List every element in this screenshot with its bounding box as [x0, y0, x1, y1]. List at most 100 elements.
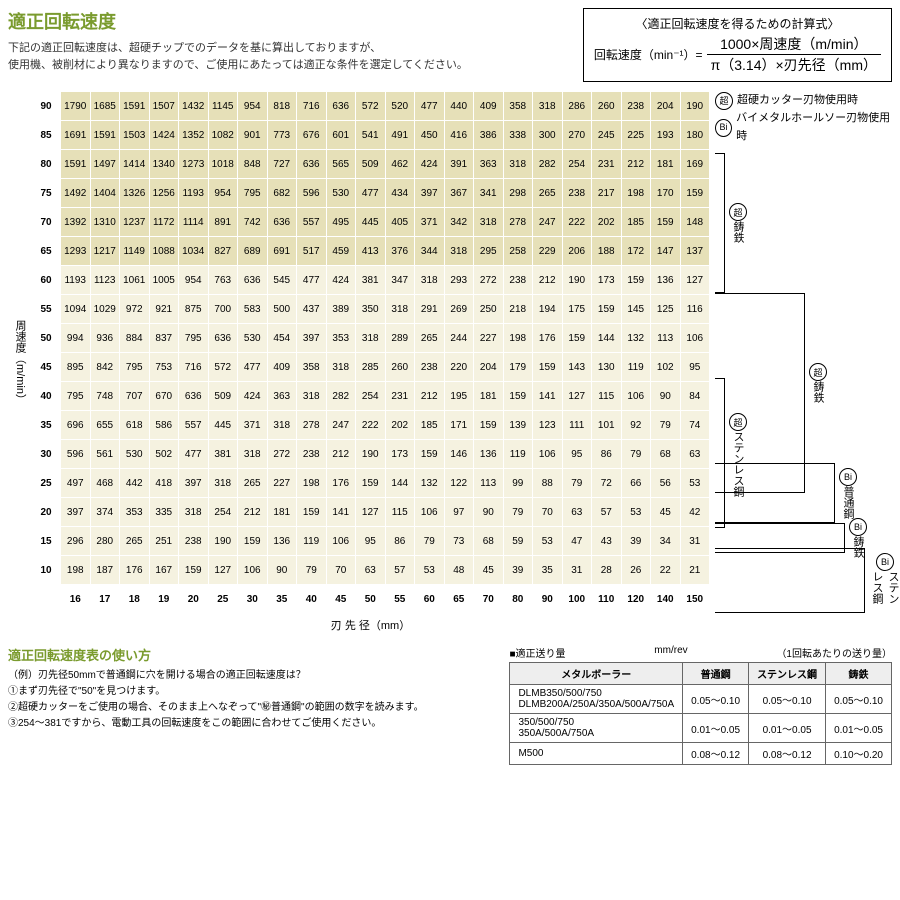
data-cell: 22: [651, 556, 680, 584]
data-cell: 1424: [150, 121, 179, 149]
data-cell: 101: [592, 411, 621, 439]
data-cell: 1088: [150, 237, 179, 265]
data-cell: 954: [179, 266, 208, 294]
data-cell: 53: [415, 556, 444, 584]
data-cell: 670: [150, 382, 179, 410]
data-cell: 676: [297, 121, 326, 149]
data-cell: 445: [356, 208, 385, 236]
data-cell: 696: [61, 411, 90, 439]
data-cell: 1172: [150, 208, 179, 236]
data-cell: 222: [563, 208, 592, 236]
data-cell: 130: [592, 353, 621, 381]
data-cell: 265: [238, 469, 267, 497]
data-cell: 381: [209, 440, 238, 468]
data-cell: 530: [327, 179, 356, 207]
data-cell: 254: [563, 150, 592, 178]
data-cell: 136: [651, 266, 680, 294]
data-cell: 244: [445, 324, 474, 352]
data-cell: 618: [120, 411, 149, 439]
data-cell: 181: [474, 382, 503, 410]
data-cell: 220: [445, 353, 474, 381]
data-cell: 42: [681, 498, 710, 526]
data-cell: 144: [592, 324, 621, 352]
data-cell: 445: [209, 411, 238, 439]
data-cell: 994: [61, 324, 90, 352]
data-cell: 1310: [91, 208, 120, 236]
data-cell: 159: [356, 469, 385, 497]
data-cell: 159: [651, 208, 680, 236]
data-cell: 1392: [61, 208, 90, 236]
data-cell: 1326: [120, 179, 149, 207]
row-header: 20: [32, 498, 60, 526]
data-cell: 57: [386, 556, 415, 584]
data-cell: 921: [150, 295, 179, 323]
data-cell: 113: [474, 469, 503, 497]
data-cell: 541: [356, 121, 385, 149]
data-cell: 318: [474, 208, 503, 236]
data-cell: 434: [386, 179, 415, 207]
data-cell: 231: [592, 150, 621, 178]
data-cell: 409: [268, 353, 297, 381]
data-cell: 66: [622, 469, 651, 497]
x-axis-label: 刃 先 径（mm）: [32, 617, 709, 633]
col-header: 20: [179, 585, 208, 613]
data-cell: 1034: [179, 237, 208, 265]
data-cell: 175: [563, 295, 592, 323]
data-cell: 517: [297, 237, 326, 265]
data-cell: 231: [386, 382, 415, 410]
data-cell: 79: [651, 411, 680, 439]
data-cell: 278: [297, 411, 326, 439]
data-cell: 132: [415, 469, 444, 497]
row-header: 90: [32, 92, 60, 120]
data-cell: 95: [356, 527, 385, 555]
data-cell: 344: [415, 237, 444, 265]
data-cell: 477: [238, 353, 267, 381]
data-cell: 95: [681, 353, 710, 381]
data-cell: 1217: [91, 237, 120, 265]
data-cell: 102: [651, 353, 680, 381]
data-cell: 477: [356, 179, 385, 207]
data-cell: 1432: [179, 92, 208, 120]
data-cell: 35: [533, 556, 562, 584]
data-cell: 212: [622, 150, 651, 178]
data-cell: 795: [238, 179, 267, 207]
data-cell: 195: [445, 382, 474, 410]
usage-section: 適正回転速度表の使い方 （例）刃先径50mmで普通鋼に穴を開ける場合の適正回転速…: [8, 645, 489, 732]
data-cell: 596: [297, 179, 326, 207]
col-header: 70: [474, 585, 503, 613]
data-cell: 972: [120, 295, 149, 323]
data-cell: 45: [651, 498, 680, 526]
data-cell: 26: [622, 556, 651, 584]
data-cell: 106: [327, 527, 356, 555]
data-cell: 586: [150, 411, 179, 439]
data-cell: 1273: [179, 150, 208, 178]
data-cell: 227: [474, 324, 503, 352]
data-cell: 509: [356, 150, 385, 178]
data-cell: 198: [504, 324, 533, 352]
data-cell: 691: [268, 237, 297, 265]
row-header: 60: [32, 266, 60, 294]
col-header: 35: [268, 585, 297, 613]
data-cell: 454: [268, 324, 297, 352]
data-cell: 254: [209, 498, 238, 526]
data-cell: 545: [268, 266, 297, 294]
data-cell: 212: [238, 498, 267, 526]
data-cell: 1492: [61, 179, 90, 207]
data-cell: 795: [179, 324, 208, 352]
data-cell: 31: [681, 527, 710, 555]
data-cell: 173: [592, 266, 621, 294]
data-cell: 141: [327, 498, 356, 526]
data-cell: 258: [504, 237, 533, 265]
data-cell: 193: [651, 121, 680, 149]
data-cell: 901: [238, 121, 267, 149]
data-cell: 530: [120, 440, 149, 468]
data-cell: 884: [120, 324, 149, 352]
data-cell: 875: [179, 295, 208, 323]
data-cell: 763: [209, 266, 238, 294]
data-cell: 159: [415, 440, 444, 468]
data-cell: 167: [150, 556, 179, 584]
data-cell: 1094: [61, 295, 90, 323]
row-header: 50: [32, 324, 60, 352]
data-cell: 147: [651, 237, 680, 265]
data-cell: 495: [327, 208, 356, 236]
